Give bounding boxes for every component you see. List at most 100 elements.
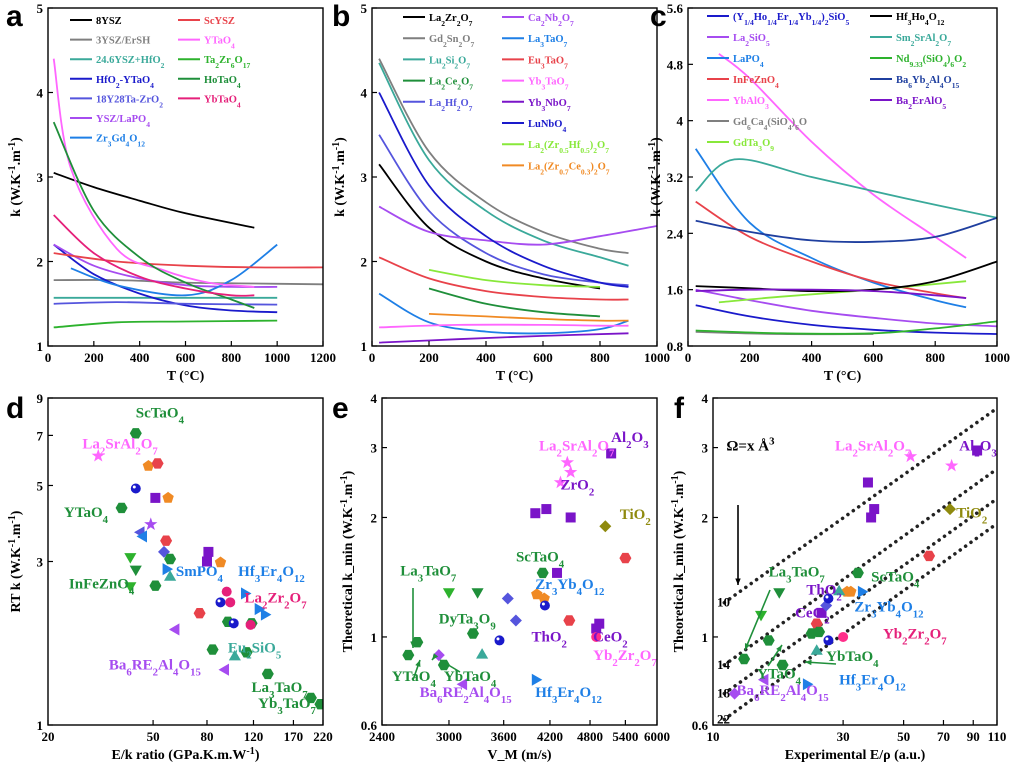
text-run: O [762, 138, 770, 149]
text-run: 2 [908, 102, 912, 111]
text-run: La [733, 33, 746, 44]
text-run: 3 [541, 82, 545, 91]
text-run: LuNbO [528, 119, 562, 130]
x-tick-label: 80 [200, 729, 213, 744]
data-point-diamond [599, 520, 612, 533]
text-run: 9 [490, 621, 496, 633]
series-line-la-tao [378, 292, 629, 335]
data-point-triangle-right [857, 585, 869, 598]
annotation-eu-sio: Eu2SiO5 [228, 640, 281, 661]
data-point-triangle-up [810, 644, 823, 655]
data-point-square [541, 504, 552, 515]
data-point-triangle-up [228, 649, 241, 661]
x-tick-label: 3000 [436, 729, 462, 744]
text-run: 3 [786, 574, 792, 586]
text-run: LaPO [733, 54, 760, 65]
legend-entry-gdta-o: GdTa3O9 [733, 138, 774, 153]
annotation-arrow [744, 589, 771, 651]
data-point-diamond [501, 592, 514, 605]
text-run: 4 [925, 18, 929, 27]
legend-entry-lapo: LaPO4 [733, 54, 764, 69]
text-run: SiO [829, 12, 846, 23]
legend-entry-ybtao: YbTaO4 [204, 94, 241, 109]
text-run: 7 [941, 636, 947, 648]
text-run: Gd [733, 117, 747, 128]
legend-entry-la-tao: La3TaO7 [528, 34, 568, 49]
text-run: 7 [605, 146, 609, 155]
text-run: La [769, 565, 787, 581]
text-run: O [632, 430, 644, 446]
series-line-y-ho-er-yb-sio [695, 304, 997, 335]
text-run: 2 [924, 636, 929, 648]
y-tick-label: 3 [371, 441, 378, 456]
text-run: 7 [905, 447, 911, 459]
text-run: 2 [540, 167, 544, 176]
text-run: RE [132, 658, 153, 674]
series-line-la-zr-hf-o [428, 269, 601, 288]
text-run: 6 [754, 692, 760, 704]
text-run: Theoretical k_min (W.K [672, 507, 687, 652]
text-run: 5 [766, 39, 770, 48]
annotation-arrowhead [432, 653, 439, 660]
x-tick-label: 400 [130, 350, 150, 365]
annotation-ba-re-al-o: Ba6RE2Al4O15 [420, 685, 512, 706]
text-run: 0.5 [559, 146, 569, 155]
text-run: 15 [818, 692, 829, 704]
series-line-hfo-ytao [53, 243, 278, 314]
data-point-star [91, 448, 105, 462]
plot-frame [381, 397, 658, 726]
annotation-la-tao: La3TaO7 [769, 565, 826, 586]
text-run: O [806, 683, 818, 699]
x-tick-label: 600 [176, 350, 196, 365]
text-run: 7 [947, 39, 951, 48]
legend-entry-24-6ysz-hfo: 24.6YSZ+HfO2 [96, 55, 165, 69]
data-point-triangle-down [755, 610, 768, 622]
data-point-circle [130, 483, 141, 494]
text-run: 4 [150, 80, 154, 89]
x-tick-label: 0 [45, 350, 52, 365]
text-run: .m [9, 523, 24, 539]
data-point-hexagon [467, 628, 479, 639]
y-tick-label: 0.6 [361, 718, 378, 733]
text-run: La [429, 13, 442, 24]
series-line-lapo [694, 148, 967, 309]
text-run: -1 [7, 165, 18, 173]
text-run: 2 [836, 591, 841, 603]
text-run: O [939, 33, 947, 44]
text-run: 2 [135, 446, 140, 458]
annotation-tho: ThO2 [532, 629, 567, 650]
y-tick-label: 4 [371, 391, 378, 406]
text-run: La [528, 34, 541, 45]
text-run: 4 [430, 678, 436, 690]
data-point-square [591, 623, 602, 634]
y-tick-label: 2 [371, 510, 378, 525]
text-run: 2 [441, 19, 445, 28]
text-run: 7 [606, 167, 610, 176]
y-tick-label: 5 [361, 1, 368, 16]
text-run: O [930, 627, 942, 643]
text-run: -1 [7, 515, 18, 523]
text-run: O [980, 438, 992, 454]
y-axis-label: k (W.K-1.m-1) [331, 137, 349, 217]
text-run: 2 [246, 649, 251, 661]
series-line-18y28ta-zro [53, 301, 278, 306]
data-point-triangle-left [136, 530, 147, 543]
text-run: CeO [795, 605, 824, 621]
text-run: (Zr [544, 140, 560, 151]
reference-line-label: 14 [717, 657, 731, 672]
annotation-yb-zr-o: Yb2Zr2O7 [593, 648, 657, 669]
text-run: Al [929, 75, 940, 86]
text-run: k (W.K [333, 174, 348, 217]
text-run: -1 [331, 142, 342, 150]
text-run: O [178, 658, 190, 674]
legend-entry-la-zr-ce-o: La2(Zr0.7Ce0.3)2O7 [528, 161, 610, 176]
text-run: Ce [445, 77, 458, 88]
text-run: 3 [108, 139, 112, 148]
text-run: 6 [231, 61, 235, 70]
data-point-square [530, 508, 541, 519]
data-point-hexagon [776, 659, 789, 671]
x-tick-label: 600 [864, 350, 884, 365]
panel-label: b [332, 0, 350, 33]
